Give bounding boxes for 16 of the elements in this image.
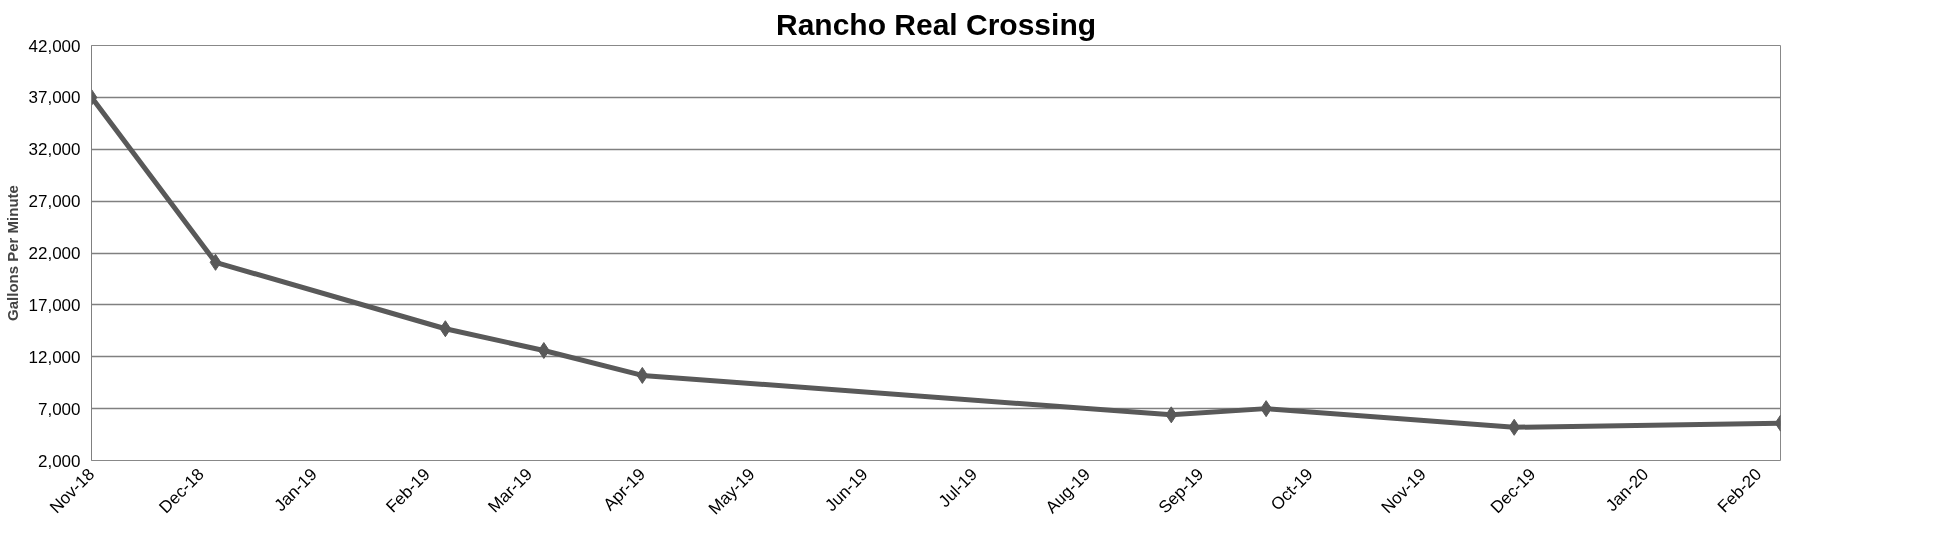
point <box>1165 406 1178 424</box>
y-tick-label: 12,000 <box>28 347 81 367</box>
y-tick-label: 37,000 <box>28 88 81 108</box>
y-tick-label: 42,000 <box>28 36 81 56</box>
point <box>636 366 649 384</box>
y-tick-label: 22,000 <box>28 244 81 263</box>
y-tick-label: 32,000 <box>28 140 81 160</box>
y-tick-label: 2,000 <box>37 451 81 471</box>
y-tick-label: 7,000 <box>37 399 81 419</box>
y-tick-label: 27,000 <box>28 192 81 212</box>
point <box>1508 418 1521 436</box>
point <box>209 253 222 271</box>
y-axis-title: Gallons Per Minute <box>3 185 21 321</box>
y-tick-label: 17,000 <box>28 295 81 315</box>
point <box>439 320 452 338</box>
chart-title: Rancho Real Crossing <box>775 7 1097 41</box>
